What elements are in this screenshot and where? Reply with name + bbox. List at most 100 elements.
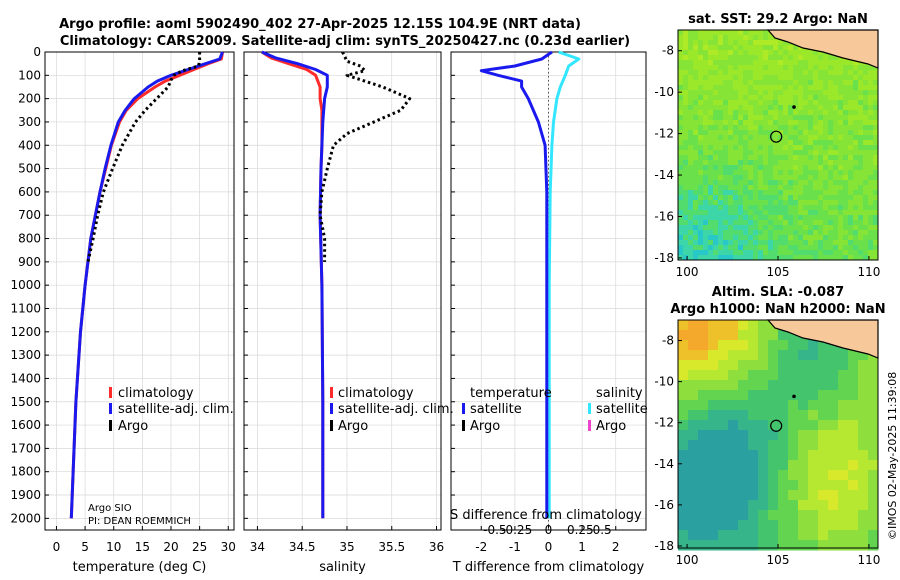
y-tick-label: 1500	[10, 395, 41, 409]
x-tick-label: 20	[163, 540, 178, 554]
x-tick-label: 1	[578, 540, 586, 554]
x-tick-label: 35.5	[378, 540, 405, 554]
argo-program: Argo SIO	[88, 503, 132, 514]
x-tick-label: 5	[81, 540, 89, 554]
y-tick-label: 1300	[10, 348, 41, 362]
x-tick-label: 34	[250, 540, 265, 554]
plot-frame	[44, 51, 235, 531]
map-y-tick-label: -8	[662, 44, 674, 58]
legend-marker-satellite	[109, 403, 112, 414]
y-tick-label: 300	[18, 115, 41, 129]
x-tick-label: 25	[192, 540, 207, 554]
difference-panel: -2 -1 0 1 2 T difference from climatology -0.5…	[450, 50, 647, 575]
sst-map: 100 105 110 -8 -10 -12 -14 -16 -18	[654, 29, 880, 279]
map-y-tick-label: -16	[654, 209, 674, 223]
legend-label-satellite: satellite-adj. clim.	[118, 402, 234, 417]
x-tick-label: 34.5	[289, 540, 316, 554]
profile-location-marker	[770, 130, 783, 143]
x-tick-label: 15	[135, 540, 150, 554]
sla-map-title-line2: Argo h1000: NaN h2000: NaN	[670, 302, 885, 317]
x-tick-label: 0	[53, 540, 61, 554]
y-tick-label: 400	[18, 138, 41, 152]
y-tick-label: 1600	[10, 418, 41, 432]
map-y-tick-label: -8	[662, 334, 674, 348]
legend-marker-satellite	[330, 403, 333, 414]
legend-marker-climatology	[109, 387, 112, 398]
figure-title-line1: Argo profile: aoml 5902490_402 27-Apr-20…	[59, 17, 581, 32]
map-y-tick-label: -12	[654, 127, 674, 141]
legend-label-temp-satellite: satellite	[470, 402, 522, 417]
y-tick-label: 100	[18, 68, 41, 82]
y-tick-label: 600	[18, 185, 41, 199]
legend-label-sal-argo: Argo	[596, 419, 626, 434]
legend-title-temperature: temperature	[470, 386, 552, 401]
figure-title-line2: Climatology: CARS2009. Satellite-adj cli…	[60, 34, 630, 49]
temperature-legend: climatology satellite-adj. clim. Argo	[109, 386, 234, 434]
map-x-tick-label: 100	[676, 553, 699, 567]
y-tick-label: 700	[18, 208, 41, 222]
legend-marker-sal-satellite	[588, 403, 591, 414]
series-argo	[318, 51, 412, 262]
plot-frame	[243, 51, 442, 531]
map-x-tick-label: 105	[767, 553, 790, 567]
salinity-panel: 34 34.5 35 35.5 36 salinity	[243, 50, 444, 575]
x-tick-label: 36	[429, 540, 444, 554]
profile-location-marker	[770, 419, 783, 432]
plot-border	[44, 51, 235, 531]
legend-marker-temp-argo	[462, 420, 465, 431]
map-x-tick-label: 110	[857, 265, 880, 279]
legend-label-sal-satellite: satellite	[596, 402, 648, 417]
map-y-tick-label: -18	[654, 539, 674, 553]
legend-title-salinity: salinity	[596, 386, 643, 401]
sla-map-title-line1: Altim. SLA: -0.087	[712, 285, 844, 300]
x-tick-label: 35	[339, 540, 354, 554]
y-tick-label: 1700	[10, 441, 41, 455]
y-tick-label: 200	[18, 92, 41, 106]
legend-marker-climatology	[330, 387, 333, 398]
s-tick-label: -0.5	[483, 523, 506, 537]
y-tick-label: 500	[18, 162, 41, 176]
y-tick-label: 0	[33, 45, 41, 59]
x-tick-label: 30	[221, 540, 236, 554]
y-tick-label: 1400	[10, 371, 41, 385]
map-y-tick-label: -10	[654, 375, 674, 389]
legend-label-satellite: satellite-adj. clim.	[338, 402, 454, 417]
x-tick-label: -1	[509, 540, 521, 554]
argo-pi: PI: DEAN ROEMMICH	[88, 516, 191, 527]
x-tick-label: 2	[612, 540, 620, 554]
x-tick-label: 0	[545, 540, 553, 554]
y-tick-label: 1000	[10, 278, 41, 292]
legend-label-argo: Argo	[118, 419, 148, 434]
y-tick-label: 1200	[10, 325, 41, 339]
sst-map-title: sat. SST: 29.2 Argo: NaN	[688, 12, 868, 27]
salinity-legend: climatology satellite-adj. clim. Argo	[330, 386, 454, 434]
y-tick-label: 900	[18, 255, 41, 269]
s-difference-label: S difference from climatology	[450, 508, 642, 523]
legend-marker-temp-satellite	[462, 403, 465, 414]
map-raster	[678, 320, 879, 551]
map-x-tick-label: 110	[857, 553, 880, 567]
christmas-island	[792, 394, 796, 399]
s-tick-label: 0	[545, 523, 553, 537]
s-tick-label: -0.25	[501, 523, 532, 537]
series-argo	[86, 52, 202, 263]
sla-map: 100 105 110 -8 -10 -12 -14 -16 -18	[654, 319, 880, 567]
map-x-tick-label: 105	[767, 265, 790, 279]
s-tick-label: 0.5	[593, 523, 612, 537]
map-y-tick-label: -14	[654, 457, 674, 471]
legend-marker-sal-argo	[588, 420, 591, 431]
imos-credit: ©IMOS 02-May-2025 11:39:08	[886, 372, 899, 540]
x-axis-label: salinity	[319, 560, 366, 575]
legend-label-argo: Argo	[338, 419, 368, 434]
difference-legend: temperature salinity satellite Argo sate…	[462, 386, 648, 434]
map-y-tick-label: -18	[654, 251, 674, 265]
y-tick-label: 800	[18, 232, 41, 246]
legend-marker-argo	[109, 420, 112, 431]
map-y-tick-label: -16	[654, 498, 674, 512]
map-raster	[678, 30, 879, 261]
x-tick-label: -2	[475, 540, 487, 554]
x-axis-label: T difference from climatology	[452, 560, 645, 575]
y-tick-label: 1100	[10, 301, 41, 315]
legend-marker-argo	[330, 420, 333, 431]
